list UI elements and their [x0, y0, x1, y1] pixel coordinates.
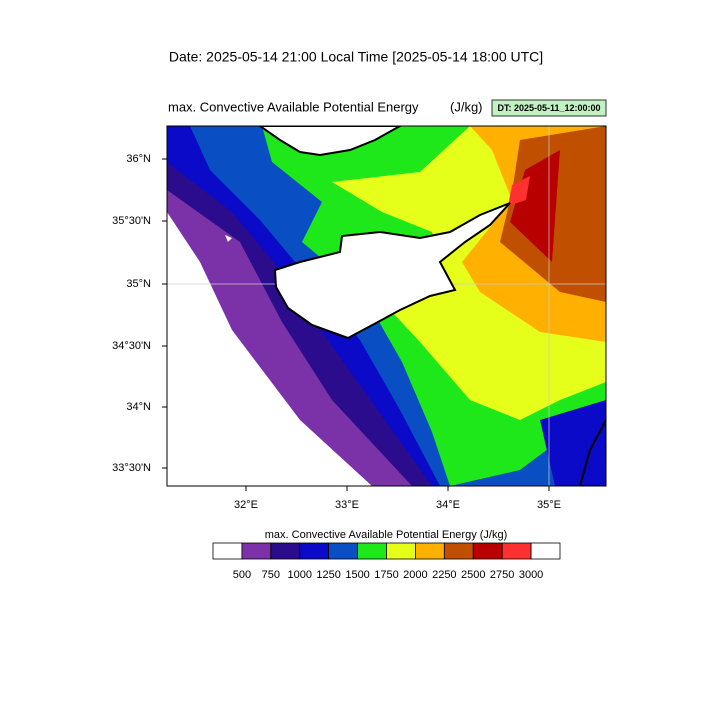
colorbar-swatch — [386, 542, 416, 560]
colorbar-label: 1000 — [288, 569, 312, 581]
contour-band — [540, 400, 606, 486]
colorbar-swatch — [501, 542, 532, 560]
colorbar-label: 1250 — [316, 569, 340, 581]
plot-frame — [166, 125, 607, 487]
y-tick-label: 35°30'N — [112, 215, 151, 227]
x-tick-label: 33°E — [335, 499, 359, 511]
colorbar-label: 2250 — [432, 569, 456, 581]
dt-badge: DT: 2025-05-11_12:00:00 — [497, 103, 600, 113]
colorbar-label: 3000 — [519, 569, 543, 581]
y-tick-label: 36°N — [126, 153, 151, 165]
dt-badge-box — [491, 99, 607, 117]
coastline-levant — [578, 419, 606, 486]
colorbar-swatch — [530, 542, 561, 560]
colorbar-swatch — [328, 542, 358, 560]
colorbar-label: 1750 — [374, 569, 398, 581]
date-line: Date: 2025-05-14 21:00 Local Time [2025-… — [169, 49, 543, 65]
y-tick-label: 33°30'N — [112, 462, 151, 474]
colorbar-title: max. Convective Available Potential Ener… — [265, 529, 508, 541]
colorbar-swatch — [415, 542, 445, 560]
colorbar-label: 500 — [233, 569, 251, 581]
colorbar-label: 2500 — [461, 569, 485, 581]
contour-band — [508, 176, 530, 206]
colorbar-swatch — [270, 542, 301, 560]
colorbar-label: 2750 — [490, 569, 514, 581]
x-tick-label: 35°E — [537, 499, 561, 511]
y-tick-label: 35°N — [126, 278, 151, 290]
colorbar-swatch — [212, 542, 243, 560]
contour-band — [225, 235, 232, 242]
colorbar-swatch — [299, 542, 330, 560]
colorbar-swatch — [443, 542, 474, 560]
contour-band — [510, 150, 560, 262]
x-tick-label: 32°E — [234, 499, 258, 511]
y-tick-label: 34°N — [126, 401, 151, 413]
colorbar-swatch — [472, 542, 503, 560]
overlay — [167, 126, 606, 486]
colorbar-swatch — [241, 542, 272, 560]
colorbar-label: 1500 — [345, 569, 369, 581]
plot-units: (J/kg) — [450, 99, 483, 114]
coastline-turkey — [258, 126, 403, 157]
colorbar-label: 750 — [262, 569, 280, 581]
y-tick-label: 34°30'N — [112, 340, 151, 352]
x-tick-label: 34°E — [436, 499, 460, 511]
coastline-cyprus — [273, 202, 511, 340]
colorbar-label: 2000 — [403, 569, 427, 581]
plot-title: max. Convective Available Potential Ener… — [168, 99, 419, 114]
colorbar-swatch — [357, 542, 387, 560]
